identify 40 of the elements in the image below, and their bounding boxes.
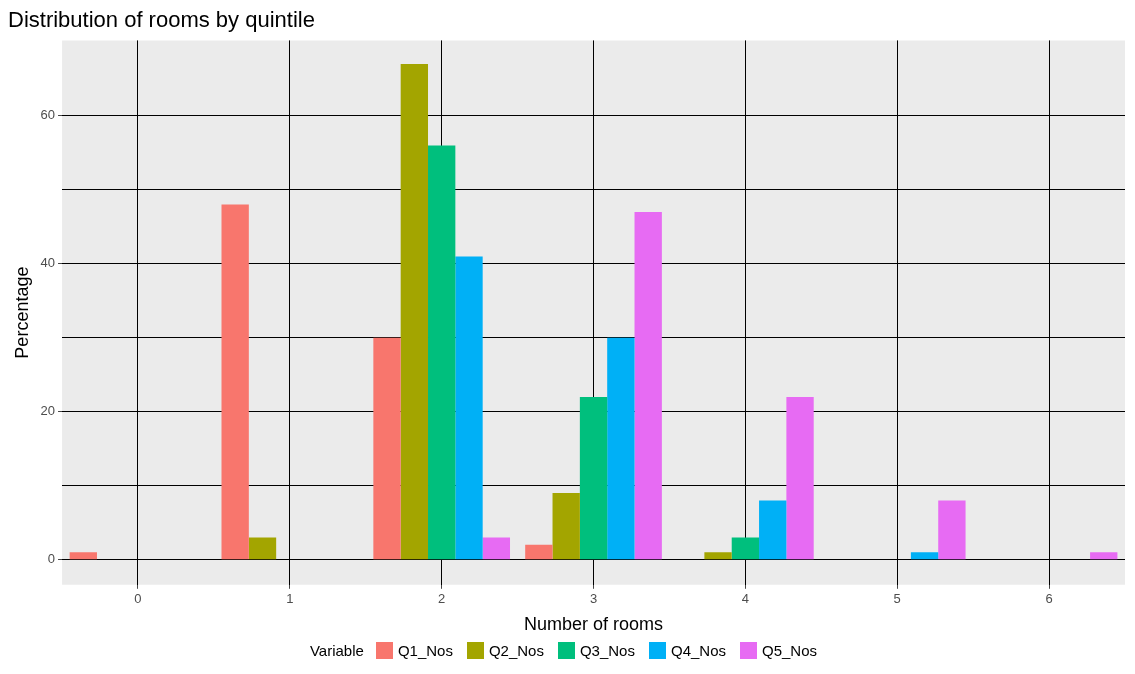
x-tick-label: 5 [893,591,901,607]
bar [759,500,787,560]
y-tick-label: 0 [47,551,56,567]
legend-label: Q1_Nos [397,642,453,659]
bar [704,552,732,560]
legend-label: Q5_Nos [762,642,818,659]
x-tick-label: 4 [741,591,749,607]
bar [69,552,97,560]
bar [607,337,635,560]
bar [525,544,553,560]
bar [910,552,939,560]
x-tick-label: 3 [589,591,598,607]
bar [938,500,966,560]
bar [482,537,511,560]
x-tick-label: 1 [286,591,294,607]
bar [455,256,483,560]
x-tick-label: 6 [1045,591,1053,607]
x-axis-title: Number of rooms [524,614,664,635]
bar [373,337,401,560]
bar [248,537,277,560]
x-tick-label: 0 [134,591,142,607]
legend-label: Q2_Nos [488,642,544,659]
bar [400,64,429,560]
chart-title: Distribution of rooms by quintile [8,7,315,33]
bar [579,396,608,560]
legend-label: Q4_Nos [670,642,726,659]
bar [428,145,456,560]
x-tick-label: 2 [438,591,446,607]
y-tick-label: 20 [40,403,56,419]
y-axis-title: Percentage [11,266,32,359]
bar [552,493,580,560]
bar [634,212,662,560]
legend-title: Variable [309,642,364,659]
bar [786,396,814,560]
bar [731,537,760,560]
bar [221,204,249,560]
legend-label: Q3_Nos [579,642,635,659]
y-tick-label: 60 [40,107,56,123]
y-tick-label: 40 [40,255,56,271]
bar [1090,552,1118,560]
